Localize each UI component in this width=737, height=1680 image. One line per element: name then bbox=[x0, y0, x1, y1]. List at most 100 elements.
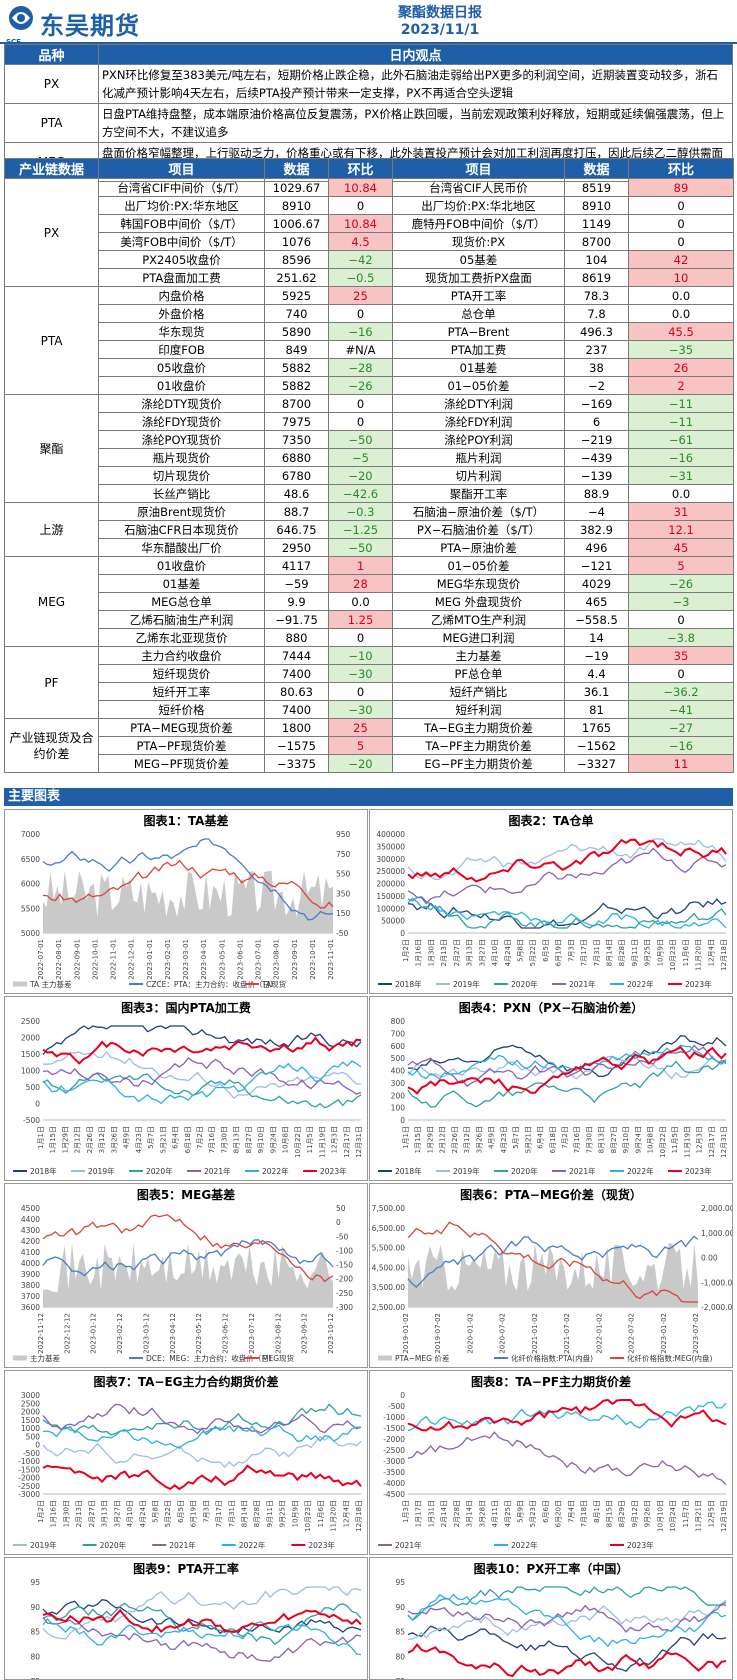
y-tick-label: 4200 bbox=[21, 1237, 40, 1246]
x-tick-label: 4月10日 bbox=[126, 1500, 134, 1527]
y2-tick-label: 0.00 bbox=[701, 1254, 718, 1263]
x-tick-label: 9月11日 bbox=[266, 1500, 274, 1527]
y-tick-label: 50000 bbox=[381, 917, 405, 926]
item-value: 5882 bbox=[264, 376, 329, 395]
y-tick-label: 85 bbox=[30, 1628, 40, 1637]
series-line bbox=[42, 1025, 362, 1056]
x-tick-label: 11月19日 bbox=[683, 1126, 691, 1158]
table-row: 瓶片现货价 6880 −5 瓶片利润 −439 −16 bbox=[5, 448, 734, 467]
x-tick-label: 7月16日 bbox=[208, 1126, 216, 1153]
legend-label: 2023年 bbox=[685, 1166, 712, 1176]
item-name: 外盘价格 bbox=[98, 304, 265, 323]
x-tick-label: 5月7日 bbox=[512, 1126, 520, 1149]
item-value: −139 bbox=[564, 466, 629, 485]
data-header-cell: 数据 bbox=[564, 158, 629, 179]
y2-tick-label: 750 bbox=[336, 850, 351, 859]
item-value: 382.9 bbox=[564, 520, 629, 539]
chart-title: 图表8：TA−PF主力期货价差 bbox=[471, 1375, 631, 1389]
item-value: −3375 bbox=[264, 754, 329, 773]
item-value: −1562 bbox=[564, 736, 629, 755]
basis-area bbox=[43, 870, 333, 933]
x-tick-label: 6月4日 bbox=[172, 1126, 180, 1149]
x-tick-label: 2月12日 bbox=[439, 1126, 447, 1153]
item-change: −31 bbox=[628, 466, 734, 485]
item-value: 2950 bbox=[264, 538, 329, 557]
chart-panel: 图表2：TA仓单 400000 350000 300000 250000 200000 15… bbox=[369, 809, 733, 994]
item-change: 0 bbox=[628, 610, 734, 629]
item-value: 6780 bbox=[264, 466, 329, 485]
y-tick-label: -2000 bbox=[383, 1435, 405, 1444]
table-row: 石脑油CFR日本现货价 646.75 −1.25 PX−石脑油价差（$/T） 382.9… bbox=[5, 520, 734, 539]
item-value: 8596 bbox=[264, 250, 329, 269]
legend-label: 2019年 bbox=[30, 1540, 57, 1550]
item-value: 9.9 bbox=[264, 592, 329, 611]
x-tick-label: 6月19日 bbox=[190, 1500, 198, 1527]
x-tick-label: 8月1日 bbox=[593, 1500, 601, 1523]
y-tick-label: -4500 bbox=[383, 1490, 405, 1499]
item-value: 1029.67 bbox=[264, 178, 329, 197]
y-tick-label: 75 bbox=[30, 1677, 40, 1680]
item-change: −1.25 bbox=[328, 520, 393, 539]
item-name: 瓶片现货价 bbox=[98, 448, 265, 467]
y-tick-label: 3000 bbox=[21, 1391, 40, 1400]
table-row: 切片现货价 6780 −20 切片利润 −139 −31 bbox=[5, 466, 734, 485]
item-change: 89 bbox=[628, 178, 734, 197]
y-tick-label: 700 bbox=[391, 1029, 406, 1038]
item-name: PTA−PF现货价差 bbox=[98, 736, 265, 755]
y-tick-label: 2500 bbox=[21, 1399, 40, 1408]
x-tick-label: 4月9日 bbox=[123, 1126, 131, 1149]
x-tick-label: 5月9日 bbox=[516, 1500, 524, 1523]
item-name: 短纤现货价 bbox=[98, 664, 265, 683]
y-tick-label: -3000 bbox=[383, 1457, 405, 1466]
item-value: 646.75 bbox=[264, 520, 329, 539]
x-tick-label: 2023-01-12 bbox=[90, 1313, 98, 1354]
x-tick-label: 2022-09-01 bbox=[73, 939, 81, 980]
table-row: MEG−PF现货价差 −3375 −20 EG−PF主力期货价差 −3327 11 bbox=[5, 754, 734, 773]
item-value: 1076 bbox=[264, 232, 329, 251]
item-name: 台湾省CIF人民币价 bbox=[392, 178, 565, 197]
item-name: PTA加工费 bbox=[392, 340, 565, 359]
item-value: 465 bbox=[564, 592, 629, 611]
series-line bbox=[407, 1586, 727, 1621]
item-name: 涤纶DTY利润 bbox=[392, 394, 565, 413]
item-name: 华东醋酸出厂价 bbox=[98, 538, 265, 557]
data-header-cell: 项目 bbox=[392, 158, 565, 179]
item-change: 0.0 bbox=[328, 592, 393, 611]
x-tick-label: 5月7日 bbox=[147, 1126, 155, 1149]
legend-label: CZCE：PTA：主力合约：收盘价（日） bbox=[146, 979, 278, 989]
item-change: −42.6 bbox=[328, 484, 393, 503]
series-line bbox=[42, 859, 334, 909]
y-tick-label: 2000 bbox=[21, 1034, 40, 1043]
series-line bbox=[407, 1059, 727, 1108]
x-tick-label: 2022-10-01 bbox=[91, 939, 99, 980]
y-tick-label: 1000 bbox=[21, 1067, 40, 1076]
item-name: 涤纶FDY利润 bbox=[392, 412, 565, 431]
item-change: −30 bbox=[328, 700, 393, 719]
y-tick-label: 4000 bbox=[21, 1259, 40, 1268]
item-value: 7400 bbox=[264, 664, 329, 683]
y-tick-label: 1500 bbox=[21, 1050, 40, 1059]
x-tick-label: 4月23日 bbox=[500, 1126, 508, 1153]
section-title: 主要图表 bbox=[4, 788, 733, 806]
y-tick-label: 80 bbox=[30, 1652, 40, 1661]
x-tick-label: 4月24日 bbox=[139, 1500, 147, 1527]
item-name: 印度FOB bbox=[98, 340, 265, 359]
item-name: 内盘价格 bbox=[98, 286, 265, 305]
y-tick-label: -1000 bbox=[383, 1413, 405, 1422]
basis-area bbox=[408, 1242, 698, 1307]
x-tick-label: 8月13日 bbox=[233, 1126, 241, 1153]
x-tick-label: 9月25日 bbox=[644, 939, 652, 966]
legend-label: 2019年 bbox=[88, 1166, 115, 1176]
item-name: 05基差 bbox=[392, 250, 565, 269]
x-tick-label: 6月19日 bbox=[555, 939, 563, 966]
x-tick-label: 12月18日 bbox=[720, 939, 728, 971]
legend-label: 2022年 bbox=[239, 1540, 266, 1550]
chart-panel: 图表1：TA基差 7000 6500 6000 5500 5000 950 750 550 350… bbox=[4, 809, 368, 994]
item-change: −50 bbox=[328, 430, 393, 449]
x-tick-label: 6月18日 bbox=[549, 1126, 557, 1153]
table-row: 华东醋酸出厂价 2950 −50 PTA−原油价差 496 45 bbox=[5, 538, 734, 557]
y-tick-label: 3,500.00 bbox=[372, 1283, 406, 1292]
y2-tick-label: 550 bbox=[336, 870, 351, 879]
item-value: 81 bbox=[564, 700, 629, 719]
x-tick-label: 3月28日 bbox=[478, 1500, 486, 1527]
